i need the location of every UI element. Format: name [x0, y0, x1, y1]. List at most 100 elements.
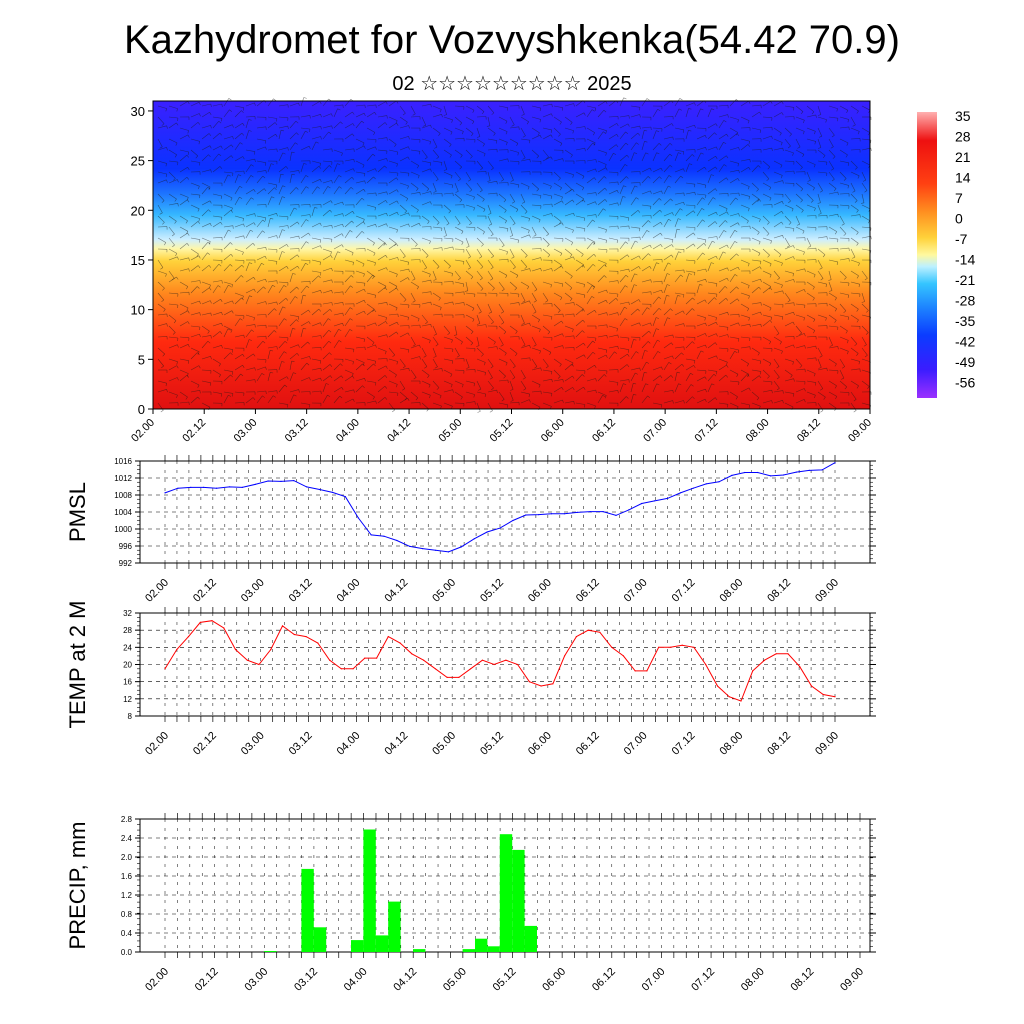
wind-barb	[212, 166, 221, 173]
wind-barb	[729, 266, 739, 272]
wind-barb	[839, 149, 848, 156]
wind-barb-flag	[273, 395, 276, 398]
wind-barb	[663, 185, 669, 195]
x-tick-label: 06.12	[590, 966, 618, 994]
wind-barb	[465, 347, 476, 349]
wind-barb-flag	[593, 177, 597, 181]
wind-barb	[531, 204, 542, 206]
wind-barb	[663, 123, 672, 129]
wind-barb-flag	[725, 208, 728, 212]
wind-barb-flag	[778, 254, 782, 258]
wind-barb	[421, 124, 431, 129]
wind-barb-flag	[561, 265, 564, 269]
wind-barb	[476, 171, 487, 173]
wind-barb	[388, 358, 398, 362]
wind-barb-flag	[187, 151, 190, 155]
wind-barb	[740, 215, 749, 222]
wind-barb-flag	[669, 153, 673, 157]
wind-barb	[234, 364, 243, 371]
wind-barb	[157, 347, 165, 355]
wind-barb	[366, 127, 376, 133]
wind-barb-flag	[472, 318, 475, 322]
wind-barb-flag	[262, 395, 265, 398]
wind-barb	[773, 325, 780, 334]
y-tick-label: 32	[123, 609, 132, 618]
wind-barb	[487, 380, 494, 389]
wind-barb	[487, 204, 492, 214]
wind-barb-flag	[746, 220, 749, 224]
wind-barb	[641, 395, 648, 404]
wind-barb	[333, 233, 343, 239]
wind-barb-flag	[705, 344, 707, 348]
x-tick-label: 08.12	[789, 966, 817, 994]
wind-barb	[751, 248, 761, 254]
wind-barb-flag	[505, 142, 508, 146]
wind-barb-flag	[199, 300, 201, 304]
wind-barb	[245, 339, 250, 349]
wind-barb	[388, 331, 397, 338]
wind-barb-flag	[331, 125, 333, 129]
wind-barb-flag	[793, 312, 795, 316]
wind-barb	[773, 201, 783, 206]
wind-barb-flag	[477, 411, 481, 413]
wind-barb	[619, 318, 626, 327]
wind-barb	[366, 344, 376, 349]
wind-barb-flag	[476, 323, 480, 325]
wind-barb-flag	[536, 155, 539, 159]
wind-barb	[509, 270, 519, 276]
wind-barb-flag	[434, 366, 438, 369]
wind-barb-flag	[682, 129, 685, 133]
x-tick-label: 05.12	[488, 417, 516, 445]
precip-bar	[487, 946, 500, 952]
wind-barb	[256, 255, 266, 261]
wind-barb-flag	[372, 153, 376, 157]
wind-barb	[190, 122, 199, 129]
pmsl-point	[757, 471, 759, 474]
wind-barb	[751, 259, 761, 262]
wind-barb-flag	[793, 378, 795, 382]
wind-barb-flag	[172, 244, 175, 248]
wind-barb	[630, 284, 635, 294]
wind-barb-flag	[412, 278, 416, 281]
wind-barb	[586, 340, 593, 349]
wind-barb	[234, 110, 242, 118]
wind-barb	[377, 287, 386, 294]
wind-barb	[586, 214, 596, 217]
wind-barb-flag	[800, 199, 803, 203]
wind-barb-flag	[363, 288, 366, 292]
wind-barb	[256, 358, 267, 360]
wind-barb-flag	[726, 211, 729, 215]
wind-barb	[861, 235, 871, 239]
wind-barb	[674, 168, 684, 173]
wind-barb	[652, 244, 661, 250]
wind-barb-flag	[221, 312, 223, 316]
wind-barb-flag	[493, 341, 496, 345]
wind-barb	[663, 237, 673, 240]
wind-barb-flag	[295, 120, 299, 124]
wind-barb	[300, 97, 305, 107]
wind-barb	[850, 281, 860, 285]
wind-barb	[355, 281, 365, 284]
wind-barb	[399, 268, 409, 272]
wind-barb	[597, 199, 606, 206]
wind-barb-flag	[583, 354, 586, 358]
wind-barb-flag	[331, 268, 333, 272]
wind-barb-flag	[856, 308, 859, 312]
x-tick-label: 04.12	[382, 730, 410, 758]
wind-barb	[575, 281, 585, 285]
wind-barb-flag	[633, 383, 637, 385]
wind-barb	[454, 259, 464, 262]
wind-barb	[861, 105, 871, 111]
wind-barb-flag	[694, 124, 696, 129]
wind-barb-flag	[407, 185, 409, 189]
wind-barb	[652, 289, 662, 294]
wind-barb	[652, 143, 660, 151]
wind-barb	[212, 145, 222, 151]
wind-barb-flag	[817, 147, 822, 149]
colorbar-label: 14	[955, 170, 971, 186]
wind-barb	[729, 160, 739, 164]
wind-barb-flag	[819, 355, 823, 358]
wind-barb-flag	[737, 163, 739, 167]
wind-barb	[839, 314, 849, 318]
wind-barb-flag	[661, 289, 663, 294]
